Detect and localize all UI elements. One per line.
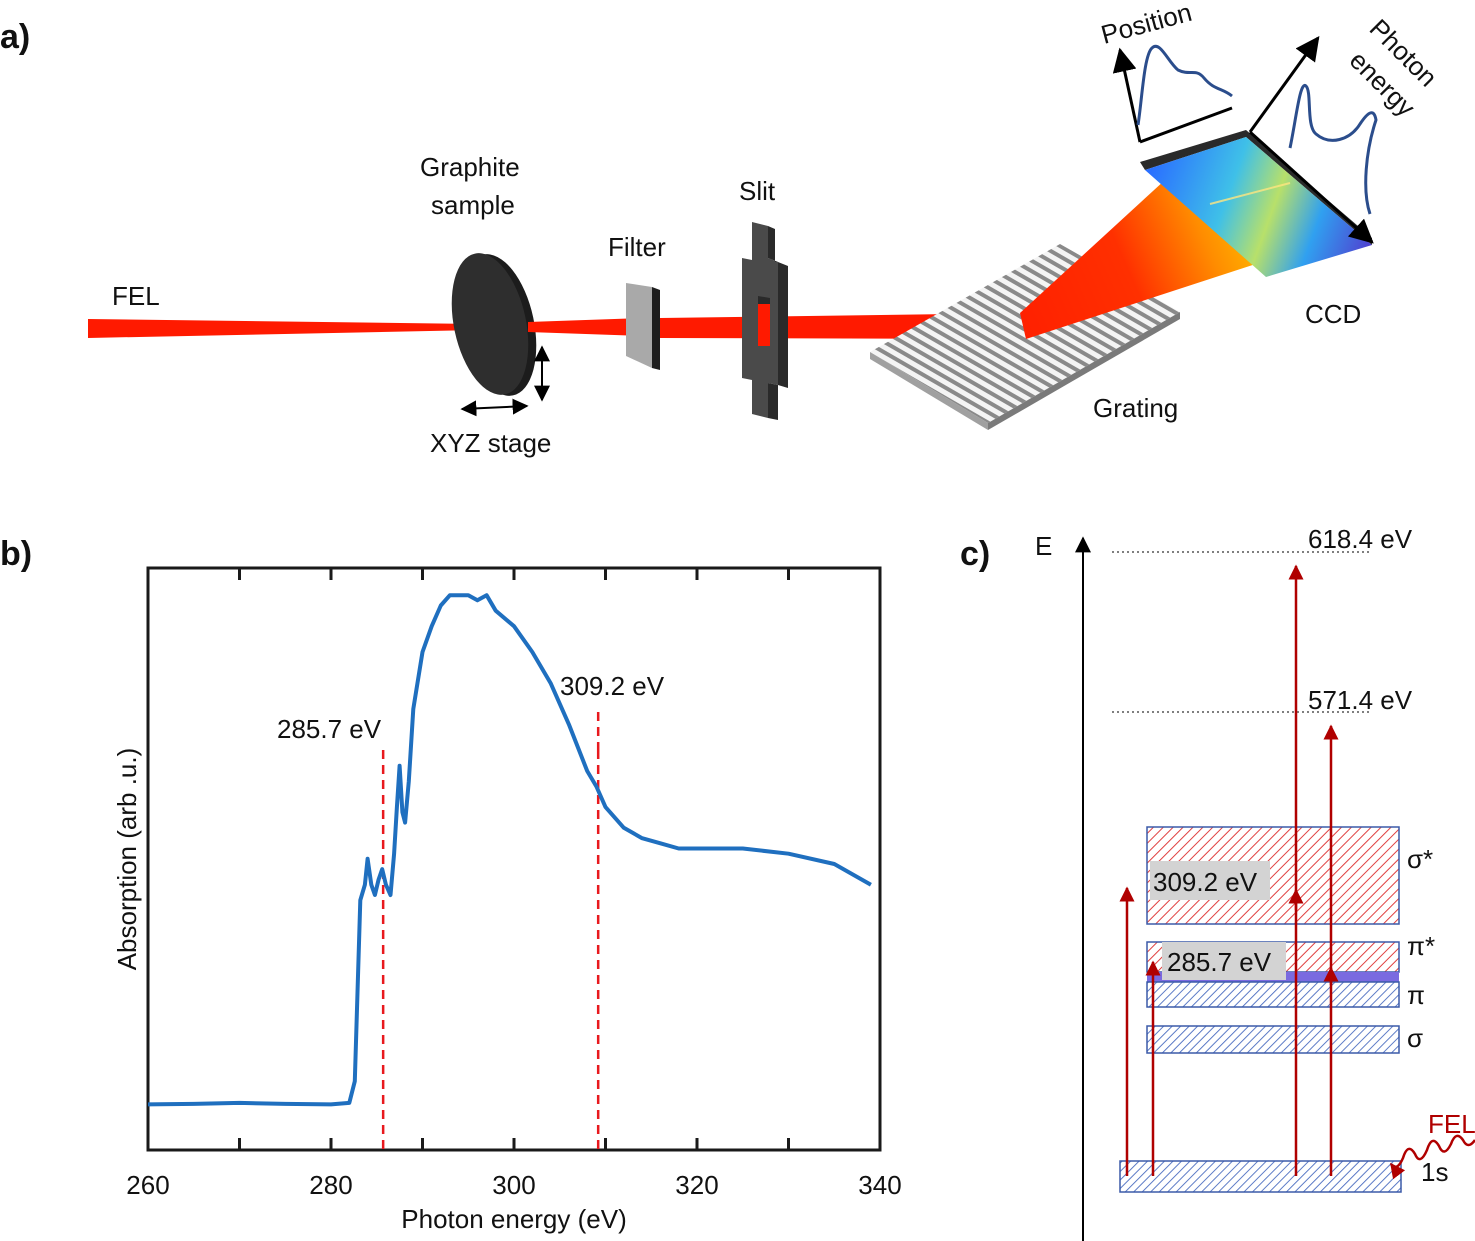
x-tick-label: 260 xyxy=(126,1170,169,1200)
panel-c: c) E 618.4 eV 571.4 eV σ* π* π σ 1s 309.… xyxy=(960,524,1475,1241)
grating-label: Grating xyxy=(1093,393,1178,423)
band-label-pi: π xyxy=(1407,980,1425,1010)
sample-label-line1: Graphite xyxy=(420,152,520,182)
absorption-chart: 260 280 300 320 340 Photon energy (eV) Absorpt… xyxy=(112,566,902,1234)
panel-a: a) xyxy=(0,0,1443,458)
level-label-618: 618.4 eV xyxy=(1308,524,1413,554)
y-axis-label: Absorption (arb .u.) xyxy=(112,748,142,971)
filter-plate xyxy=(626,283,660,370)
stage-label: XYZ stage xyxy=(430,428,551,458)
fel-label: FEL xyxy=(112,281,160,311)
panel-c-label: c) xyxy=(960,535,990,573)
filter-label: Filter xyxy=(608,232,666,262)
band-label-1s: 1s xyxy=(1421,1157,1448,1187)
energy-box-309-bg xyxy=(1150,861,1270,900)
x-tick-label: 320 xyxy=(675,1170,718,1200)
band-label-sigma: σ xyxy=(1407,1023,1423,1053)
x-tick-label: 340 xyxy=(858,1170,901,1200)
band-label-sigma-star: σ* xyxy=(1407,844,1433,874)
sample-label-line2: sample xyxy=(431,190,515,220)
plot-frame xyxy=(146,566,882,1152)
panel-b: b) 260 280 300 320 340 Photon energy (eV) Abso… xyxy=(0,535,902,1234)
band-label-pi-star: π* xyxy=(1407,931,1435,961)
panel-a-label: a) xyxy=(0,18,30,56)
fel-beam-incoming xyxy=(88,319,478,338)
x-axis-label: Photon energy (eV) xyxy=(401,1204,626,1234)
energy-box-285-label: 285.7 eV xyxy=(1167,947,1272,977)
band-sigma xyxy=(1146,1025,1400,1054)
x-tick-label: 300 xyxy=(492,1170,535,1200)
stage-arrow-horizontal xyxy=(460,398,529,417)
energy-box-309-label: 309.2 eV xyxy=(1153,867,1258,897)
annotation-309: 309.2 eV xyxy=(560,671,665,701)
photon-energy-profile xyxy=(1248,36,1378,244)
position-label: Position xyxy=(1098,0,1195,50)
graphite-sample-disk xyxy=(451,253,537,396)
annotation-285: 285.7 eV xyxy=(277,714,382,744)
level-label-571: 571.4 eV xyxy=(1308,685,1413,715)
fel-photon-wave xyxy=(1390,1134,1475,1180)
x-tick-label: 280 xyxy=(309,1170,352,1200)
band-pi xyxy=(1146,981,1400,1008)
panel-b-label: b) xyxy=(0,535,32,573)
band-1s xyxy=(1119,1160,1402,1193)
ccd-label: CCD xyxy=(1305,299,1361,329)
fel-beam-through-sample xyxy=(528,318,645,336)
energy-box-285-bg xyxy=(1162,942,1286,980)
slit-label: Slit xyxy=(739,176,776,206)
absorption-series-line xyxy=(147,593,872,1107)
energy-axis-label: E xyxy=(1035,531,1052,561)
position-profile xyxy=(1112,44,1233,144)
fel-label-c: FEL xyxy=(1428,1109,1475,1139)
slit-plate xyxy=(742,222,788,420)
